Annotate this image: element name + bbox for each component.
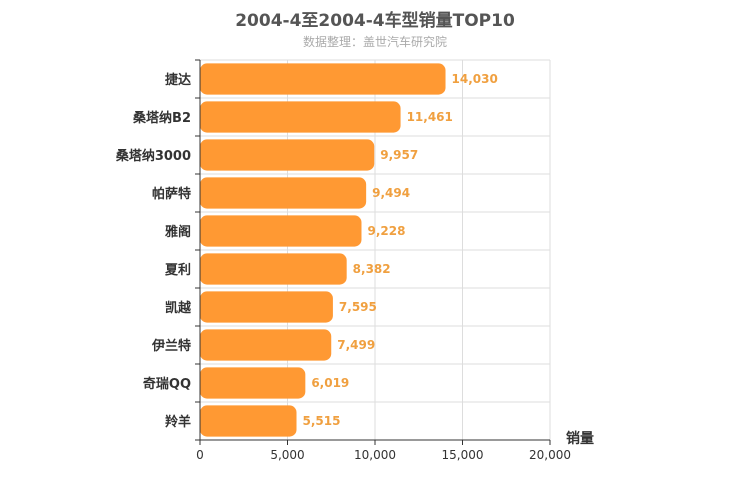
bar — [200, 405, 297, 437]
category-label: 帕萨特 — [152, 186, 191, 202]
bar — [200, 177, 367, 209]
bar-value-label: 7,595 — [339, 300, 377, 314]
x-tick-label: 20,000 — [529, 448, 571, 462]
category-label: 桑塔纳3000 — [115, 148, 191, 164]
category-label: 伊兰特 — [151, 338, 191, 354]
x-tick-label: 0 — [196, 448, 204, 462]
category-label: 凯越 — [165, 300, 192, 316]
category-label: 羚羊 — [165, 414, 191, 430]
category-label: 桑塔纳B2 — [132, 110, 191, 126]
chart-title: 2004-4至2004-4车型销量TOP10 — [235, 11, 515, 31]
bar-layer: 14,030 11,461 9,957 9,494 9,228 8,382 7,595 7,4… — [200, 63, 498, 437]
bar-value-label: 11,461 — [407, 110, 453, 124]
category-label: 奇瑞QQ — [143, 376, 191, 392]
bar-value-label: 7,499 — [337, 338, 375, 352]
bar — [200, 63, 446, 95]
x-tick-label: 15,000 — [442, 448, 484, 462]
bar — [200, 329, 332, 361]
bar-value-label: 14,030 — [452, 72, 498, 86]
category-label: 捷达 — [165, 72, 191, 88]
x-tick-label: 5,000 — [270, 448, 304, 462]
bar-value-label: 6,019 — [311, 376, 349, 390]
x-tick-label: 10,000 — [354, 448, 396, 462]
bar-value-label: 8,382 — [353, 262, 391, 276]
bar-value-label: 9,494 — [372, 186, 410, 200]
bar — [200, 291, 333, 323]
bar — [200, 101, 401, 133]
bar-value-label: 9,957 — [380, 148, 418, 162]
category-label: 雅阁 — [165, 224, 191, 240]
bar — [200, 253, 347, 285]
bar — [200, 139, 375, 171]
x-axis-title: 销量 — [566, 430, 594, 447]
bar — [200, 367, 306, 399]
bar-value-label: 5,515 — [303, 414, 341, 428]
bar — [200, 215, 362, 247]
chart-subtitle: 数据整理：盖世汽车研究院 — [302, 35, 447, 49]
bar-value-label: 9,228 — [367, 224, 405, 238]
category-label: 夏利 — [164, 262, 191, 278]
